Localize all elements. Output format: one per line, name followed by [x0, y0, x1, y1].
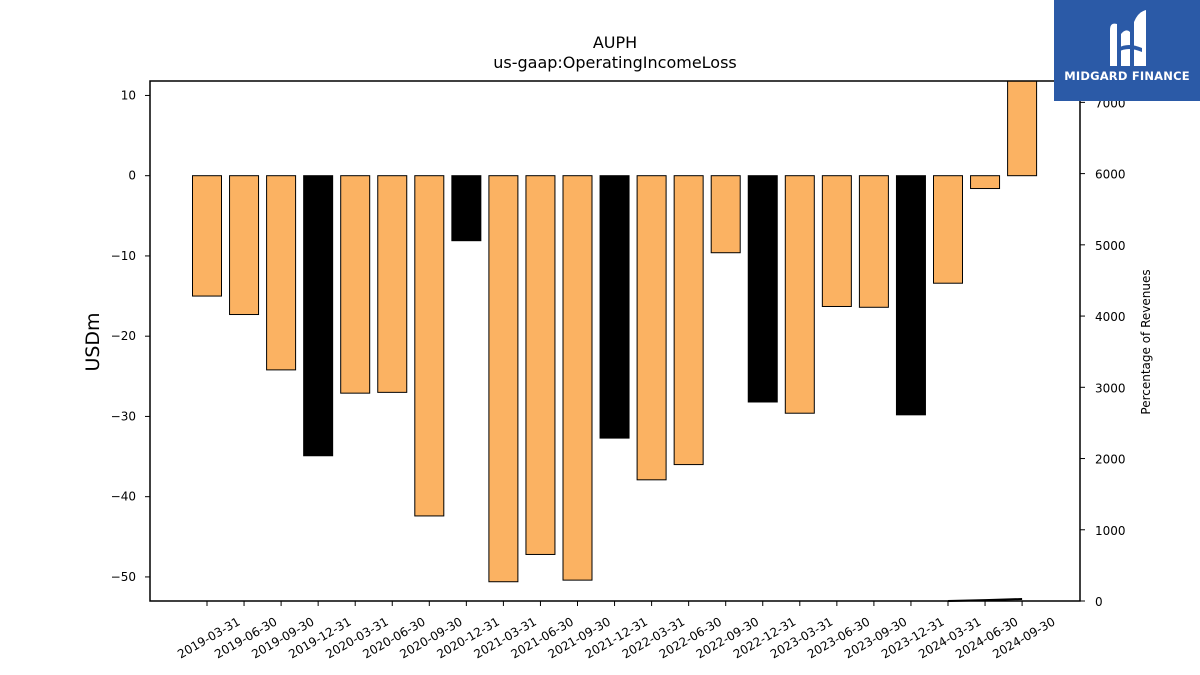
y2-tick-label: 5000: [1095, 239, 1126, 253]
y2-tick-label: 6000: [1095, 168, 1126, 182]
chart-subtitle: us-gaap:OperatingIncomeLoss: [493, 53, 737, 72]
bar-2024-03-31: [933, 175, 963, 284]
y2-tick-label: 1000: [1095, 524, 1126, 538]
bar-2023-06-30: [821, 175, 852, 307]
bar-2019-09-30: [266, 175, 297, 371]
bar-2019-12-31: [303, 175, 334, 457]
y-ticks-group: 10 0 −10 −20 −30 −40 −50: [111, 88, 150, 584]
y2-axis-label: Percentage of Revenues: [1139, 269, 1153, 414]
y2-tick-label: 4000: [1095, 310, 1126, 324]
y2-tick-label: 2000: [1095, 453, 1126, 467]
bar-2021-03-31: [488, 175, 519, 583]
y-tick-label: −30: [111, 409, 136, 423]
bar-2020-06-30: [377, 175, 408, 393]
y2-tick-label: 0: [1095, 595, 1103, 609]
bar-2023-09-30: [858, 175, 889, 308]
bar-2021-12-31: [599, 175, 630, 439]
y-tick-label: 0: [128, 169, 136, 183]
y-tick-label: −50: [111, 570, 136, 584]
midgard-logo-icon: [1110, 10, 1146, 67]
bar-2020-09-30: [414, 175, 445, 517]
bar-2023-03-31: [784, 175, 815, 414]
bar-2024-09-30: [1007, 81, 1038, 177]
bar-2023-12-31: [895, 175, 926, 416]
y2-tick-label: 3000: [1095, 381, 1126, 395]
midgard-finance-logo: MIDGARD FINANCE: [1054, 0, 1200, 101]
bar-2022-09-30: [710, 175, 741, 254]
bar-2020-03-31: [340, 175, 371, 394]
y-tick-label: 10: [121, 88, 136, 102]
bar-2019-06-30: [229, 175, 260, 316]
bars-group: [192, 81, 1038, 583]
bar-2024-06-30: [970, 175, 1001, 190]
y-tick-label: −10: [111, 249, 136, 263]
bar-2020-12-31: [451, 175, 482, 242]
bar-2022-06-30: [673, 175, 704, 466]
bar-2022-03-31: [636, 175, 667, 481]
y-axis-label: USDm: [82, 312, 104, 371]
bar-2021-09-30: [562, 175, 593, 581]
bar-2019-03-31: [192, 175, 222, 297]
x-ticks-group: 2019-03-312019-06-302019-09-302019-12-31…: [175, 601, 1058, 661]
y-tick-label: −40: [111, 490, 136, 504]
chart-title: AUPH: [593, 33, 637, 52]
bar-2022-12-31: [747, 175, 778, 403]
logo-text: MIDGARD FINANCE: [1064, 69, 1190, 83]
bar-2021-06-30: [525, 175, 556, 555]
y-tick-label: −20: [111, 329, 136, 343]
